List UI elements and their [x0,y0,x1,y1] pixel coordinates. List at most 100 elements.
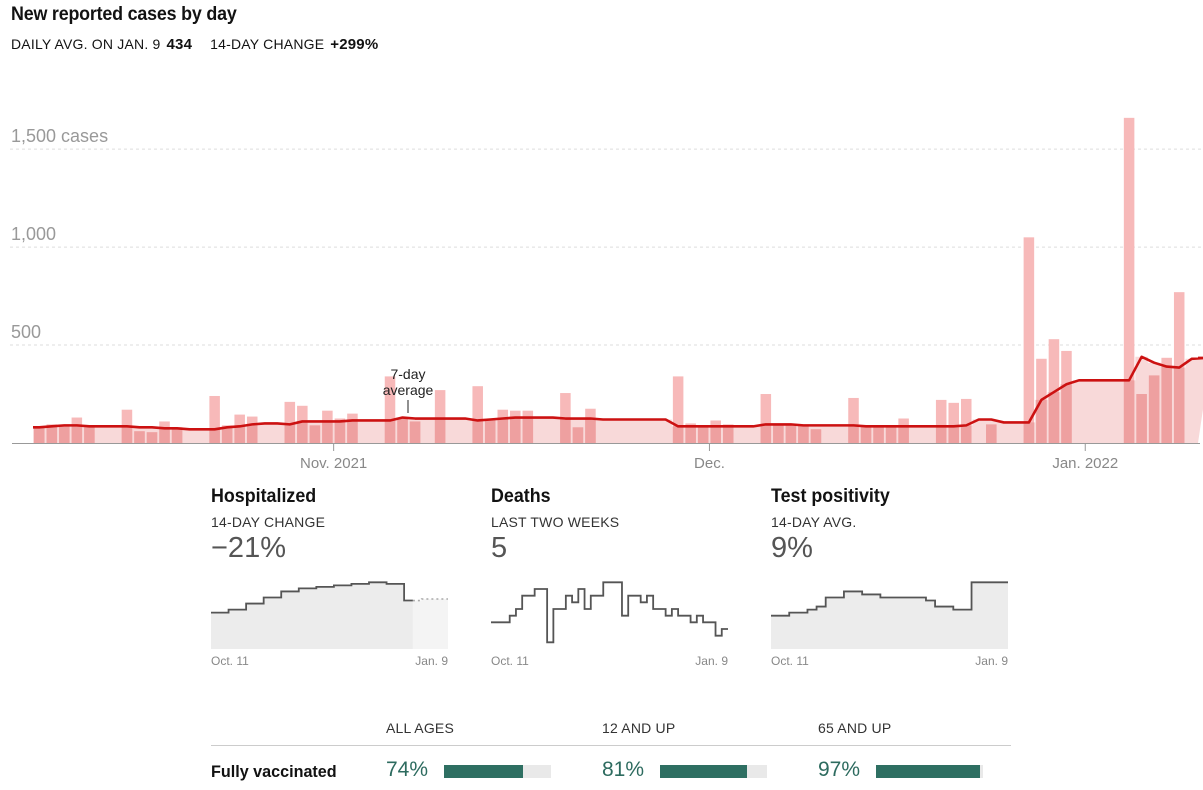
seven-day-average [33,355,1203,431]
header-65-up: 65 AND UP [818,720,892,736]
table-divider [211,745,1011,746]
case-bar [760,394,772,443]
case-bar-under-average [134,431,145,443]
x-tick-label: Jan. 2022 [1052,455,1118,472]
header-all-ages: ALL AGES [386,720,455,736]
spark-x-end-label: Jan. 9 [415,654,448,668]
case-bar-under-average [46,426,58,443]
positivity-sparkline: Oct. 11 Jan. 9 [771,581,1008,668]
case-bar [434,390,446,443]
case-bar-under-average [59,425,70,443]
case-bar-under-average [1123,380,1135,443]
case-bar-under-average [585,418,596,443]
summary-stats: DAILY AVG. ON JAN. 9 434 14-DAY CHANGE +299… [11,36,396,53]
case-bar-under-average [159,428,170,443]
case-bar-under-average [1061,384,1072,443]
case-bar [935,399,947,443]
case-bar-under-average [121,426,133,443]
hospitalized-sub: 14-DAY CHANGE [211,514,326,530]
chart-title: New reported cases by day [11,4,237,25]
deaths-value: 5 [491,532,508,564]
case-bar-under-average [572,427,584,443]
annotation-line2: average [383,382,434,398]
case-bar [284,401,296,443]
case-bar-under-average [322,421,333,443]
case-bar-under-average [773,424,784,443]
case-bar-under-average [384,420,396,443]
deaths-panel: Deaths LAST TWO WEEKS 5 Oct. 11 Jan. 9 [491,486,731,679]
bar-65-up [876,765,983,778]
y-tick-label: 1,000 [11,224,56,244]
header-12-up: 12 AND UP [602,720,676,736]
case-bar-under-average [685,426,696,443]
spark-projected-area [412,599,448,649]
daily-avg-value: 434 [166,36,193,53]
case-bar-under-average [246,424,258,443]
case-bar-under-average [697,426,709,443]
spark-area [771,582,1008,649]
bar-12-up [660,765,767,778]
annotation-line1: 7-day [390,366,425,382]
case-bar-under-average [171,428,183,443]
case-bar-under-average [1048,392,1060,443]
case-bar-under-average [297,421,308,443]
positivity-value: 9% [771,532,813,564]
cases-chart: 1,500 cases 1,000 500 Nov. 2021 Dec. Jan. 20… [10,117,1203,472]
case-bar-under-average [898,426,909,443]
case-bar-under-average [434,418,446,443]
case-bar-under-average [284,424,296,443]
gridlines: 1,500 cases 1,000 500 [10,126,1203,346]
bar-fill-65-up [876,765,980,778]
case-bar [1123,117,1135,443]
case-bar-under-average [798,425,809,443]
bar-fill-12-up [660,765,747,778]
hospitalized-sparkline: Oct. 11 Jan. 9 [211,581,448,668]
case-bar-under-average [860,426,872,443]
case-bar-under-average [1036,399,1047,443]
axes: Nov. 2021 Dec. Jan. 2022 [12,443,1200,472]
spark-line [211,581,413,614]
case-bar-under-average [497,418,509,443]
spark-area [211,582,413,649]
positivity-panel: Test positivity 14-DAY AVG. 9% Oct. 11 Ja… [771,486,1011,679]
case-bar-under-average [848,425,859,443]
case-bar [1023,237,1035,443]
hospitalized-title: Hospitalized [211,486,317,507]
case-bar-under-average [146,432,158,443]
spark-x-end-label: Jan. 9 [695,654,728,668]
case-bar-under-average [1136,394,1147,443]
case-bar-under-average [885,426,897,443]
fully-vaccinated-label: Fully vaccinated [211,762,337,781]
case-bar-under-average [209,429,220,443]
case-bar-under-average [873,426,884,443]
case-bar [848,397,859,443]
case-bar-under-average [785,424,797,443]
vaccination-table: ALL AGES 12 AND UP 65 AND UP Fully vacci… [211,716,1011,790]
case-bar-under-average [510,417,521,443]
case-bar-under-average [334,421,346,443]
spark-line [491,581,728,644]
deaths-title: Deaths [491,486,551,507]
bar-all-ages [444,765,551,778]
case-bar-under-average [1161,366,1172,443]
case-bar-under-average [472,420,483,443]
case-bar-under-average [409,421,421,443]
pct-65-up: 97% [818,758,861,781]
spark-x-start-label: Oct. 11 [771,654,809,668]
case-bar-under-average [960,425,972,443]
daily-avg-label: DAILY AVG. ON JAN. 9 [11,36,161,52]
case-bar-under-average [722,426,734,443]
case-bar-under-average [935,426,947,443]
case-bar [472,386,483,443]
x-tick-label: Nov. 2021 [300,455,367,472]
case-bar-under-average [1023,422,1035,443]
average-line [33,355,1203,431]
case-bar-under-average [221,427,233,443]
pct-all-ages: 74% [386,758,429,781]
case-bar-under-average [84,427,95,443]
x-tick-label: Dec. [694,455,725,472]
case-bar-under-average [760,424,772,443]
case-bar [960,398,972,443]
change-value: +299% [330,36,379,53]
case-bar [672,376,684,443]
